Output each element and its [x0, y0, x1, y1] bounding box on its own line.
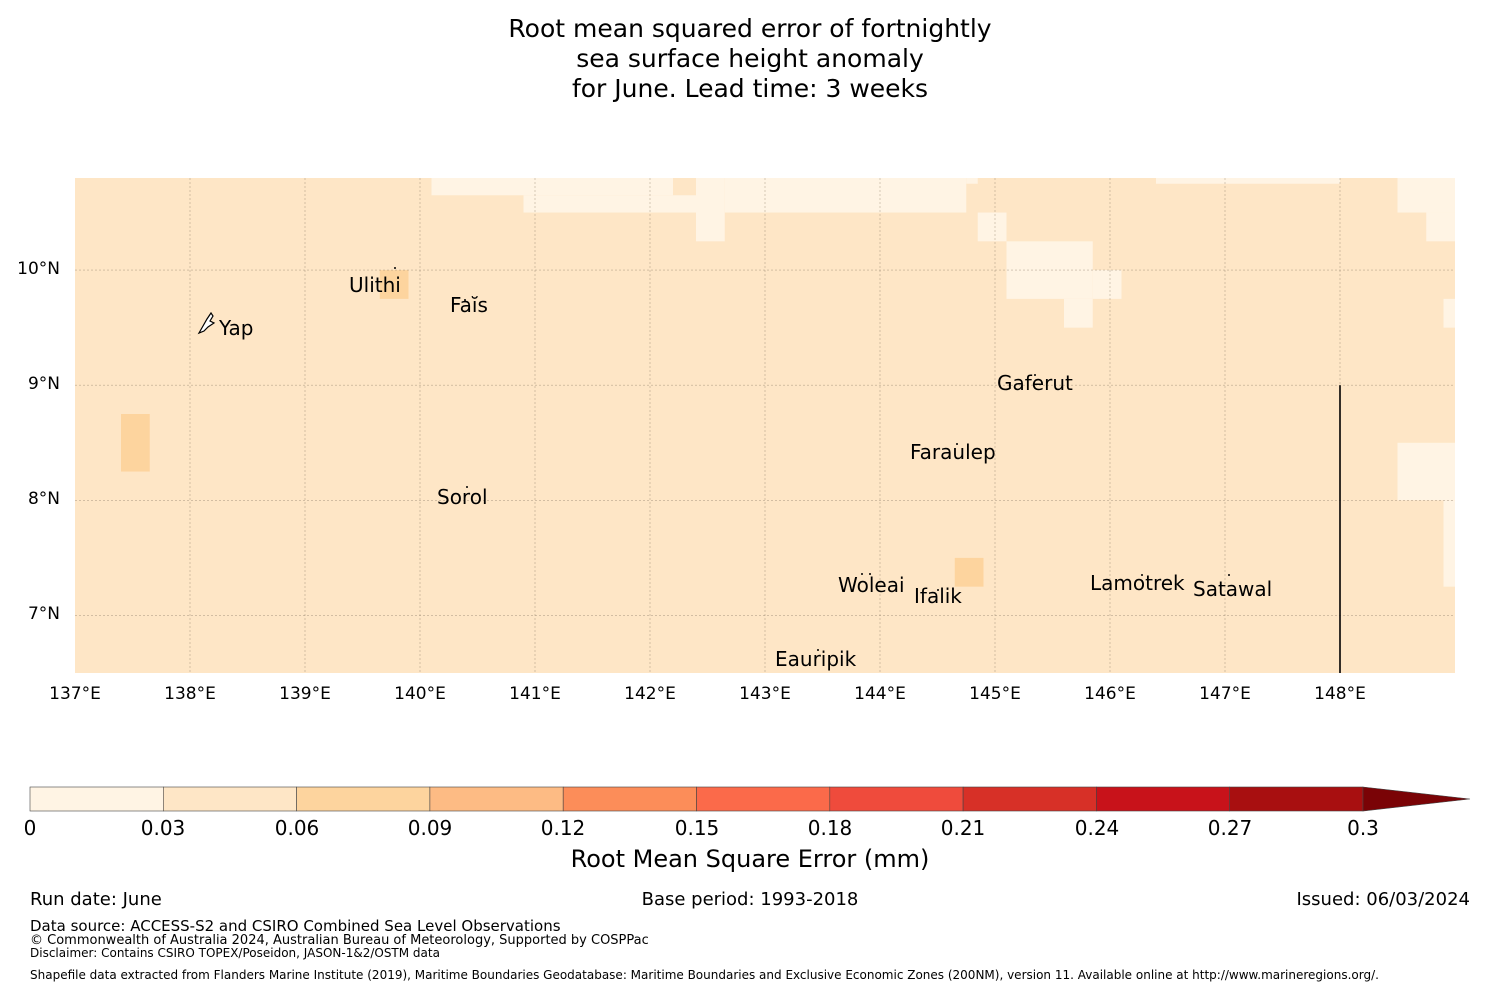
error-cell — [696, 178, 725, 242]
colorbar-label: Root Mean Square Error (mm) — [570, 845, 930, 873]
colorbar-tick-6: 0.18 — [807, 816, 853, 840]
lon-label-147e: 147°E — [1199, 684, 1251, 704]
atoll-dot — [1034, 374, 1036, 376]
place-satawal: Satawal — [1193, 577, 1273, 601]
lon-label-140e: 140°E — [394, 684, 446, 704]
colorbar-tick-1: 0.03 — [140, 816, 186, 840]
colorbar-tick-9: 0.27 — [1207, 816, 1253, 840]
lat-label-8n: 8°N — [27, 489, 60, 509]
error-cell — [523, 195, 696, 213]
place-gaferut: Gaferut — [997, 371, 1073, 395]
colorbar-segment — [296, 786, 431, 812]
place-sorol: Sorol — [437, 485, 488, 509]
error-cell — [1443, 500, 1455, 587]
colorbar-tick-8: 0.24 — [1074, 816, 1120, 840]
colorbar-segment — [696, 786, 831, 812]
base-period: Base period: 1993-2018 — [641, 889, 859, 910]
error-cell — [379, 270, 409, 299]
colorbar-segment — [29, 786, 164, 812]
place-eauripik: Eauripik — [775, 647, 857, 671]
error-cell — [1397, 178, 1455, 213]
atoll-dot — [1141, 574, 1143, 576]
colorbar-segment — [962, 786, 1097, 812]
error-cell — [431, 178, 673, 196]
atoll-dot — [869, 573, 871, 575]
place-faraulep: Faraulep — [910, 440, 996, 464]
colorbar-segment — [562, 786, 697, 812]
lon-label-141e: 141°E — [509, 684, 561, 704]
atoll-dot — [466, 486, 468, 488]
atoll-dot — [817, 649, 819, 651]
atoll-dot — [394, 267, 396, 269]
issued-date: Issued: 06/03/2024 — [1296, 889, 1470, 910]
lon-label-144e: 144°E — [854, 684, 906, 704]
place-lamotrek: Lamotrek — [1090, 571, 1185, 595]
error-cell — [1443, 298, 1455, 328]
colorbar-tick-4: 0.12 — [540, 816, 586, 840]
error-cell — [724, 178, 967, 213]
place-woleai: Woleai — [838, 573, 905, 597]
place-fais: Faĭs — [450, 293, 488, 317]
atoll-dot — [861, 573, 863, 575]
error-cell — [954, 557, 984, 587]
colorbar-extend-arrow — [1362, 786, 1471, 812]
colorbar — [29, 786, 1471, 812]
colorbar-tick-5: 0.15 — [674, 816, 720, 840]
data-source: Data source: ACCESS-S2 and CSIRO Combine… — [30, 917, 561, 935]
colorbar-tick-2: 0.06 — [274, 816, 320, 840]
error-cell — [1064, 298, 1093, 328]
map-title: Root mean squared error of fortnightly s… — [250, 14, 1250, 104]
error-cell — [966, 178, 978, 184]
shapefile-credit: Shapefile data extracted from Flanders M… — [30, 968, 1379, 982]
map-plot — [75, 178, 1455, 673]
lat-label-9n: 9°N — [27, 374, 60, 394]
colorbar-segment — [163, 786, 297, 812]
lon-label-139e: 139°E — [279, 684, 331, 704]
disclaimer: Disclaimer: Contains CSIRO TOPEX/Poseido… — [30, 946, 440, 960]
title-line-2: sea surface height anomaly — [576, 44, 924, 73]
error-cell — [1426, 212, 1455, 242]
lat-label-7n: 7°N — [27, 604, 60, 624]
copyright: © Commonwealth of Australia 2024, Austra… — [30, 933, 649, 948]
yap-island-shape — [197, 311, 216, 335]
error-cell — [1156, 178, 1340, 184]
lon-label-143e: 143°E — [739, 684, 791, 704]
colorbar-tick-3: 0.09 — [407, 816, 453, 840]
lat-label-10n: 10°N — [17, 259, 60, 279]
error-cell — [977, 212, 1007, 242]
lon-label-142e: 142°E — [624, 684, 676, 704]
error-cell — [1092, 270, 1122, 299]
lon-label-145e: 145°E — [969, 684, 1021, 704]
place-yap: Yap — [219, 316, 254, 340]
colorbar-tick-10: 0.3 — [1347, 816, 1379, 840]
title-line-3: for June. Lead time: 3 weeks — [571, 74, 929, 103]
error-cell — [1397, 442, 1455, 501]
colorbar-segment — [829, 786, 964, 812]
colorbar-tick-0: 0 — [23, 816, 37, 840]
lon-label-146e: 146°E — [1084, 684, 1136, 704]
colorbar-segment — [1096, 786, 1231, 812]
place-ifalik: Ifalik — [914, 584, 962, 608]
lon-label-137e: 137°E — [49, 684, 101, 704]
colorbar-tick-7: 0.21 — [940, 816, 986, 840]
lon-label-148e: 148°E — [1314, 684, 1366, 704]
title-line-1: Root mean squared error of fortnightly — [508, 14, 992, 43]
error-cell — [121, 413, 150, 472]
colorbar-segment — [1229, 786, 1364, 812]
atoll-dot — [956, 443, 958, 445]
place-ulithi: Ulithi — [349, 273, 401, 297]
lon-label-138e: 138°E — [164, 684, 216, 704]
colorbar-segment — [429, 786, 564, 812]
atoll-dot — [937, 589, 939, 591]
atoll-dot — [464, 299, 466, 301]
atoll-dot — [1228, 574, 1230, 576]
run-date: Run date: June — [30, 889, 162, 910]
